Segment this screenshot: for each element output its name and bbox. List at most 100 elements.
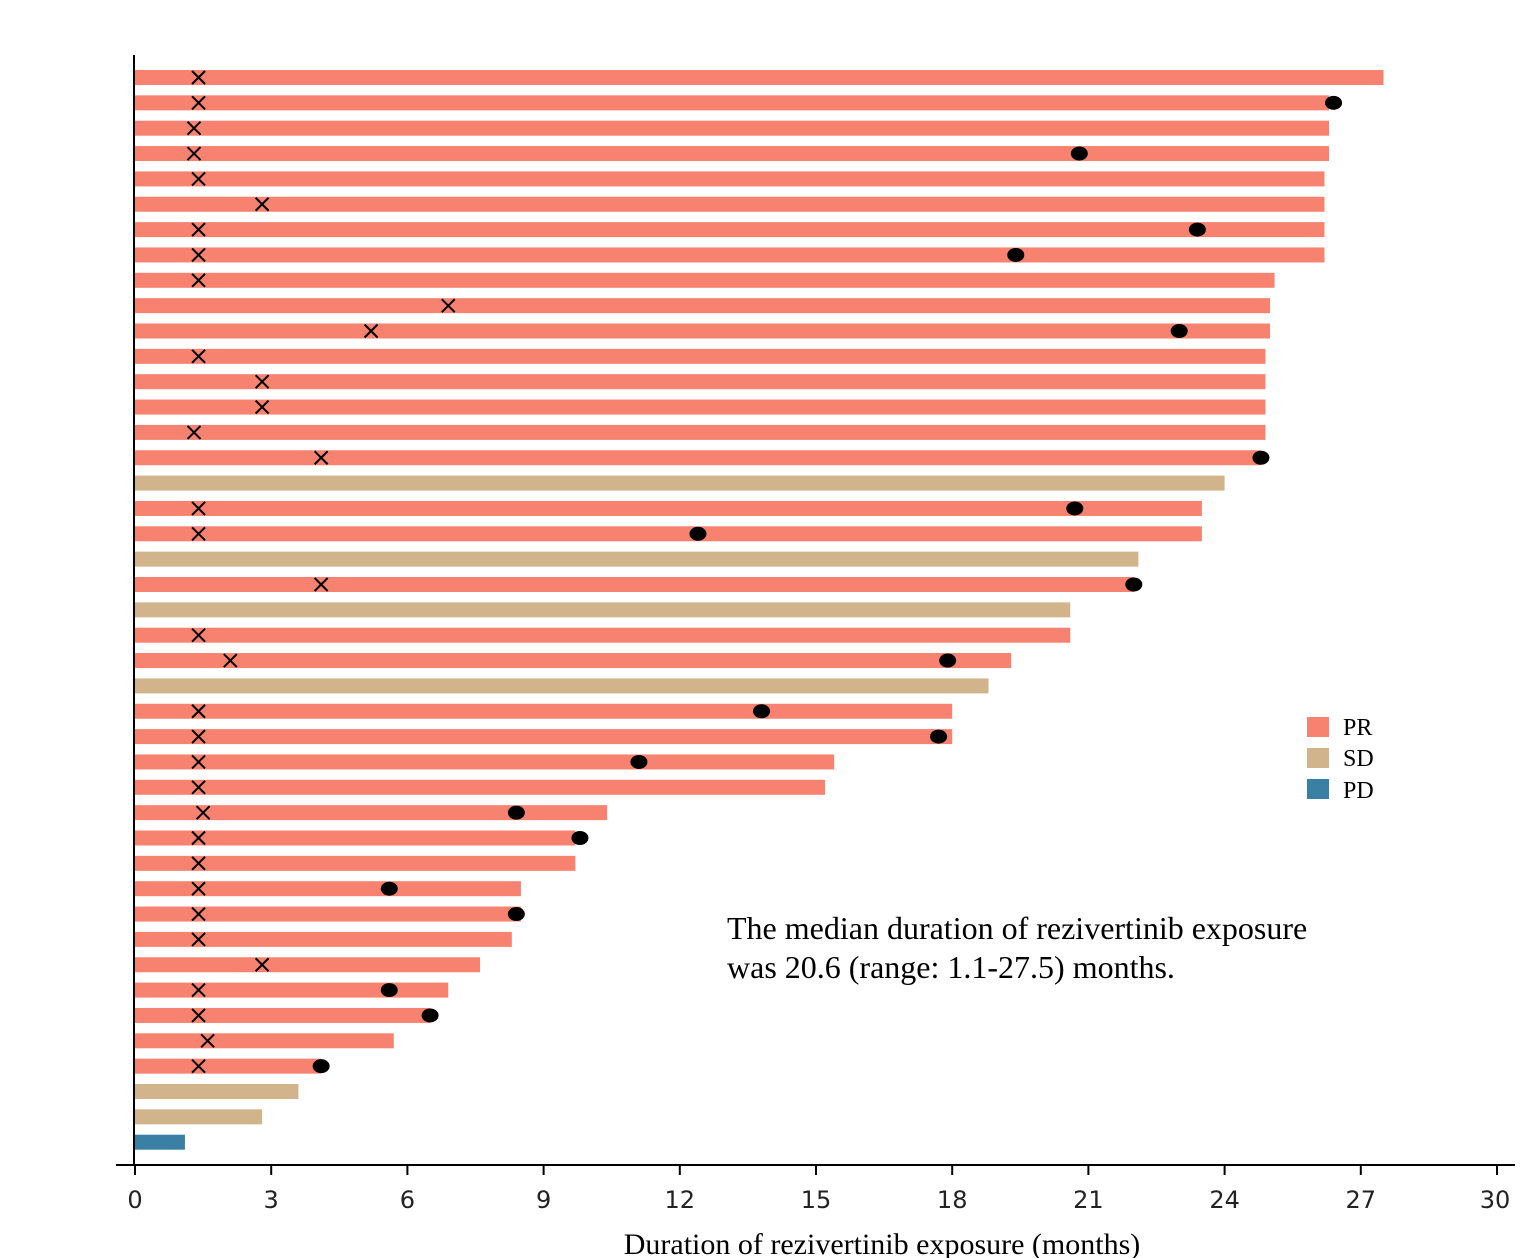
cross-marker-28 bbox=[191, 754, 206, 770]
dot-marker-27 bbox=[930, 729, 948, 744]
cross-marker-23 bbox=[191, 627, 206, 643]
cross-marker-13 bbox=[254, 374, 270, 389]
bar-pr-35 bbox=[135, 931, 512, 947]
dot-marker-21 bbox=[1125, 577, 1143, 592]
bar-pr-15 bbox=[135, 424, 1266, 440]
cross-marker-29 bbox=[191, 780, 206, 795]
cross-marker-30 bbox=[195, 805, 211, 820]
dot-marker-16 bbox=[1252, 450, 1270, 465]
dot-marker-4 bbox=[1070, 146, 1088, 161]
dot-marker-26 bbox=[753, 704, 771, 719]
x-tick-label-27: 27 bbox=[1346, 1186, 1377, 1214]
bar-pr-14 bbox=[135, 399, 1266, 415]
cross-marker-4 bbox=[186, 146, 202, 161]
markers-group bbox=[186, 70, 1343, 1074]
cross-marker-24 bbox=[223, 653, 238, 668]
x-tick-label-12: 12 bbox=[665, 1186, 696, 1214]
cross-marker-6 bbox=[254, 197, 270, 212]
legend-swatch-pr bbox=[1307, 717, 1329, 737]
bar-pr-11 bbox=[135, 323, 1270, 339]
cross-marker-14 bbox=[254, 399, 270, 415]
legend-label-sd: SD bbox=[1343, 746, 1374, 772]
x-tick-label-0: 0 bbox=[127, 1186, 142, 1214]
bar-pr-29 bbox=[135, 779, 826, 795]
dot-marker-7 bbox=[1188, 222, 1206, 237]
bar-pr-12 bbox=[135, 348, 1266, 364]
bar-pr-36 bbox=[135, 957, 481, 973]
bar-pr-19 bbox=[135, 526, 1202, 542]
dot-marker-8 bbox=[1007, 247, 1025, 262]
bar-pr-27 bbox=[135, 729, 953, 745]
x-tick-label-18: 18 bbox=[937, 1186, 968, 1214]
bar-pr-16 bbox=[135, 450, 1261, 466]
cross-marker-3 bbox=[186, 120, 202, 136]
cross-marker-40 bbox=[191, 1058, 206, 1074]
dot-marker-28 bbox=[630, 754, 648, 769]
bar-pr-32 bbox=[135, 855, 576, 871]
annotation-line-2: was 20.6 (range: 1.1-27.5) months. bbox=[727, 949, 1175, 985]
cross-marker-27 bbox=[191, 729, 206, 744]
bar-pr-1 bbox=[135, 70, 1384, 85]
dot-marker-30 bbox=[507, 805, 525, 820]
bar-pr-3 bbox=[135, 120, 1330, 136]
bar-pd-43 bbox=[135, 1134, 185, 1150]
x-tick-label-6: 6 bbox=[400, 1186, 415, 1214]
cross-marker-9 bbox=[191, 273, 206, 288]
x-tick-label-3: 3 bbox=[264, 1186, 279, 1214]
cross-marker-5 bbox=[191, 171, 206, 187]
cross-marker-26 bbox=[191, 704, 206, 719]
bar-pr-8 bbox=[135, 247, 1325, 263]
cross-marker-39 bbox=[200, 1033, 215, 1049]
bar-pr-4 bbox=[135, 146, 1330, 162]
bar-sd-20 bbox=[135, 551, 1139, 567]
cross-marker-10 bbox=[441, 298, 456, 313]
cross-marker-35 bbox=[191, 932, 206, 947]
median-annotation: The median duration of rezivertinib expo… bbox=[727, 910, 1307, 985]
cross-marker-16 bbox=[313, 450, 329, 465]
bar-pr-39 bbox=[135, 1033, 394, 1049]
legend-label-pr: PR bbox=[1343, 715, 1372, 741]
bar-pr-13 bbox=[135, 374, 1266, 390]
x-tick-label-24: 24 bbox=[1209, 1186, 1240, 1214]
cross-marker-7 bbox=[191, 222, 206, 237]
cross-marker-2 bbox=[191, 95, 206, 111]
legend: PR SD PD bbox=[1307, 715, 1374, 804]
bar-pr-6 bbox=[135, 196, 1325, 212]
cross-marker-21 bbox=[313, 577, 329, 592]
bar-pr-18 bbox=[135, 500, 1202, 516]
cross-marker-12 bbox=[191, 349, 206, 364]
dot-marker-19 bbox=[689, 526, 707, 541]
dot-marker-18 bbox=[1066, 501, 1084, 516]
dot-marker-37 bbox=[380, 983, 398, 998]
cross-marker-33 bbox=[191, 881, 206, 896]
cross-marker-31 bbox=[191, 830, 206, 846]
cross-marker-18 bbox=[191, 501, 206, 516]
x-tick-label-21: 21 bbox=[1073, 1186, 1104, 1214]
bar-sd-22 bbox=[135, 602, 1071, 618]
x-axis-ticks: 0 3 6 9 12 15 18 21 24 27 30 bbox=[127, 1165, 1510, 1214]
bar-pr-31 bbox=[135, 830, 576, 846]
bar-pr-40 bbox=[135, 1058, 322, 1074]
cross-marker-11 bbox=[363, 323, 379, 339]
bar-pr-21 bbox=[135, 577, 1134, 592]
bar-pr-38 bbox=[135, 1007, 431, 1023]
bar-pr-37 bbox=[135, 982, 449, 998]
legend-label-pd: PD bbox=[1343, 778, 1374, 804]
cross-marker-37 bbox=[191, 982, 206, 998]
bars-group bbox=[135, 70, 1384, 1150]
cross-marker-38 bbox=[191, 1008, 206, 1023]
bar-sd-17 bbox=[135, 475, 1225, 491]
cross-marker-36 bbox=[254, 957, 270, 972]
bar-pr-7 bbox=[135, 222, 1325, 238]
bar-pr-5 bbox=[135, 171, 1325, 187]
bar-pr-2 bbox=[135, 95, 1330, 111]
bar-pr-9 bbox=[135, 272, 1275, 288]
cross-marker-34 bbox=[191, 906, 206, 922]
bar-pr-24 bbox=[135, 653, 1012, 669]
cross-marker-15 bbox=[186, 425, 202, 440]
dot-marker-33 bbox=[380, 881, 398, 896]
bar-pr-33 bbox=[135, 881, 521, 897]
dot-marker-2 bbox=[1325, 95, 1343, 110]
bar-pr-23 bbox=[135, 627, 1071, 643]
